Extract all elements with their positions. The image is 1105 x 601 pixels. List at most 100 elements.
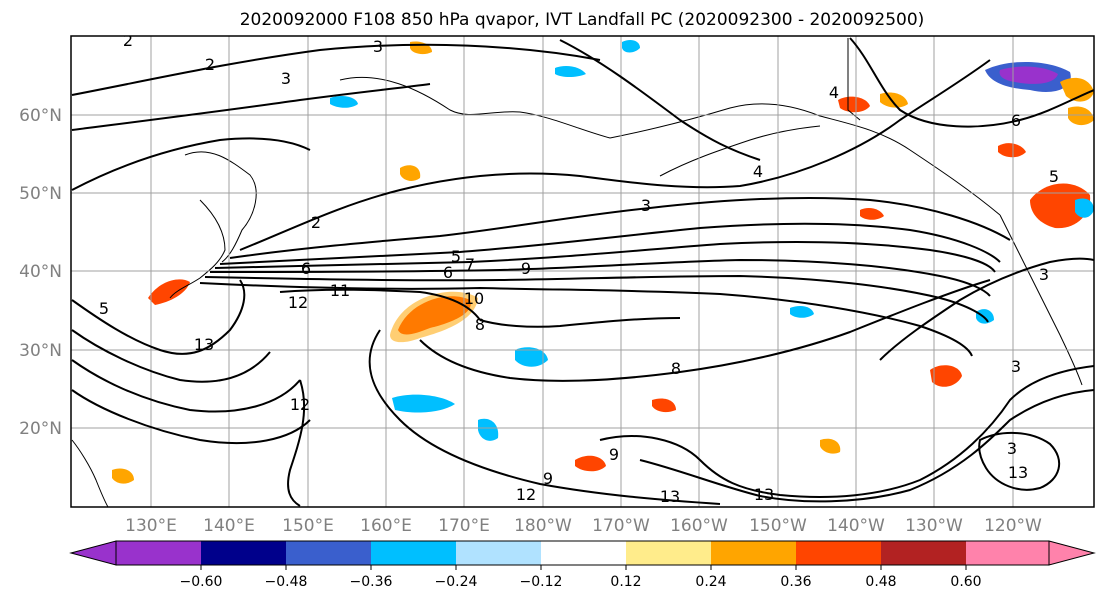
contour-line [71, 83, 431, 131]
contour-label: 4 [829, 83, 839, 102]
contour-label: 2 [311, 213, 321, 232]
contour-line [71, 389, 311, 445]
coastline [169, 199, 226, 299]
contour-line [209, 258, 991, 297]
lat-label: 40°N [19, 262, 62, 282]
colorbar-segment [796, 541, 881, 565]
contour-line [368, 329, 721, 505]
colorbar-tick-label: −0.60 [180, 574, 223, 590]
lon-label: 150°E [282, 516, 334, 536]
lon-label: 170°E [438, 516, 490, 536]
colorbar-segment [116, 541, 201, 565]
lon-label: 160°W [670, 516, 728, 536]
contour-line [559, 39, 761, 161]
colorbar-tick-label: −0.24 [435, 574, 478, 590]
shading-patch [880, 92, 908, 108]
contour-label: 6 [301, 259, 311, 278]
contour-label: 9 [609, 445, 619, 464]
colorbar-extend-high [1048, 540, 1096, 566]
colorbar-tick-label: 0.60 [950, 574, 981, 590]
contour-label: 13 [1008, 463, 1028, 482]
lat-label: 60°N [19, 106, 62, 126]
coastline [609, 103, 1001, 216]
contour-label: 12 [288, 293, 308, 312]
contour-line [214, 241, 996, 273]
colorbar-segment [881, 541, 966, 565]
shading-patch [999, 66, 1058, 84]
colorbar-tick-label: −0.48 [265, 574, 308, 590]
colorbar-segment [286, 541, 371, 565]
contour-label: 3 [1007, 439, 1017, 458]
contour-line [879, 257, 1094, 361]
shading-patch [930, 365, 962, 387]
colorbar-tick-label: 0.36 [780, 574, 811, 590]
contour-label: 3 [281, 69, 291, 88]
contour-label: 5 [1049, 167, 1059, 186]
shading-patch [148, 279, 190, 305]
colorbar-extend-low [69, 540, 117, 566]
shading-patch [555, 66, 586, 77]
contour-line [71, 279, 246, 355]
shading-patch [998, 143, 1026, 158]
colorbar-tick-label: 0.48 [865, 574, 896, 590]
lon-label: 160°E [360, 516, 412, 536]
lon-label: 150°W [749, 516, 807, 536]
contour-line [419, 279, 991, 382]
shading-patch [515, 347, 548, 367]
colorbar-segment [201, 541, 286, 565]
contour-line [219, 222, 1001, 265]
contour-label: 5 [99, 299, 109, 318]
colorbar-segment [371, 541, 456, 565]
colorbar-ticks [200, 565, 967, 570]
contour-label: 11 [330, 281, 350, 300]
shading-patch [820, 438, 841, 454]
shading-patch [478, 418, 499, 441]
coastline [71, 439, 109, 507]
shading-patch [392, 394, 455, 413]
longitude-labels: 130°E 140°E 150°E 160°E 170°E 180°W 170°… [125, 516, 1042, 536]
colorbar-segment [626, 541, 711, 565]
colorbar-segment [711, 541, 796, 565]
coastline [659, 125, 821, 177]
anomaly-shading [112, 40, 1094, 484]
contour-line [287, 379, 306, 507]
shading-patch [1030, 183, 1091, 229]
contour-label: 13 [754, 485, 774, 504]
colorbar-tick-label: −0.36 [350, 574, 393, 590]
contour-line [978, 431, 1060, 491]
colorbar-segment [456, 541, 541, 565]
shading-patch [622, 40, 640, 53]
contour-labels: 2 2 3 3 2 4 3 4 6 5 5 6 5 7 9 6 12 11 10… [99, 31, 1059, 506]
shading-patch [400, 165, 421, 181]
contour-label: 6 [443, 263, 453, 282]
lat-label: 20°N [19, 419, 62, 439]
contour-line [849, 37, 1094, 128]
contour-label: 2 [123, 31, 133, 50]
colorbar-tick-label: 0.12 [610, 574, 641, 590]
contour-label: 7 [465, 255, 475, 274]
shading-patch [1068, 106, 1094, 126]
contour-label: 2 [205, 55, 215, 74]
colorbar-segment [966, 541, 1049, 565]
shading-patch [112, 468, 134, 484]
contour-label: 12 [290, 395, 310, 414]
contour-label: 3 [641, 196, 651, 215]
contour-label: 3 [1039, 265, 1049, 284]
colorbar-tick-label: −0.12 [520, 574, 563, 590]
contour-line [71, 137, 311, 191]
map-panel: 2 2 3 3 2 4 3 4 6 5 5 6 5 7 9 6 12 11 10… [70, 31, 1095, 508]
shading-patch [330, 96, 358, 108]
lon-label: 130°E [125, 516, 177, 536]
contour-line [71, 359, 301, 413]
latitude-labels: 60°N 50°N 40°N 30°N 20°N [19, 106, 62, 439]
contour-label: 3 [1011, 357, 1021, 376]
contour-line [71, 329, 271, 383]
coastline [184, 151, 257, 263]
shading-patch [976, 309, 994, 324]
colorbar: −0.60 −0.48 −0.36 −0.24 −0.12 0.12 0.24 … [69, 540, 1096, 590]
shading-patch [838, 96, 870, 113]
coastline [999, 214, 1083, 386]
contour-label: 9 [543, 469, 553, 488]
contour-line [479, 317, 681, 328]
